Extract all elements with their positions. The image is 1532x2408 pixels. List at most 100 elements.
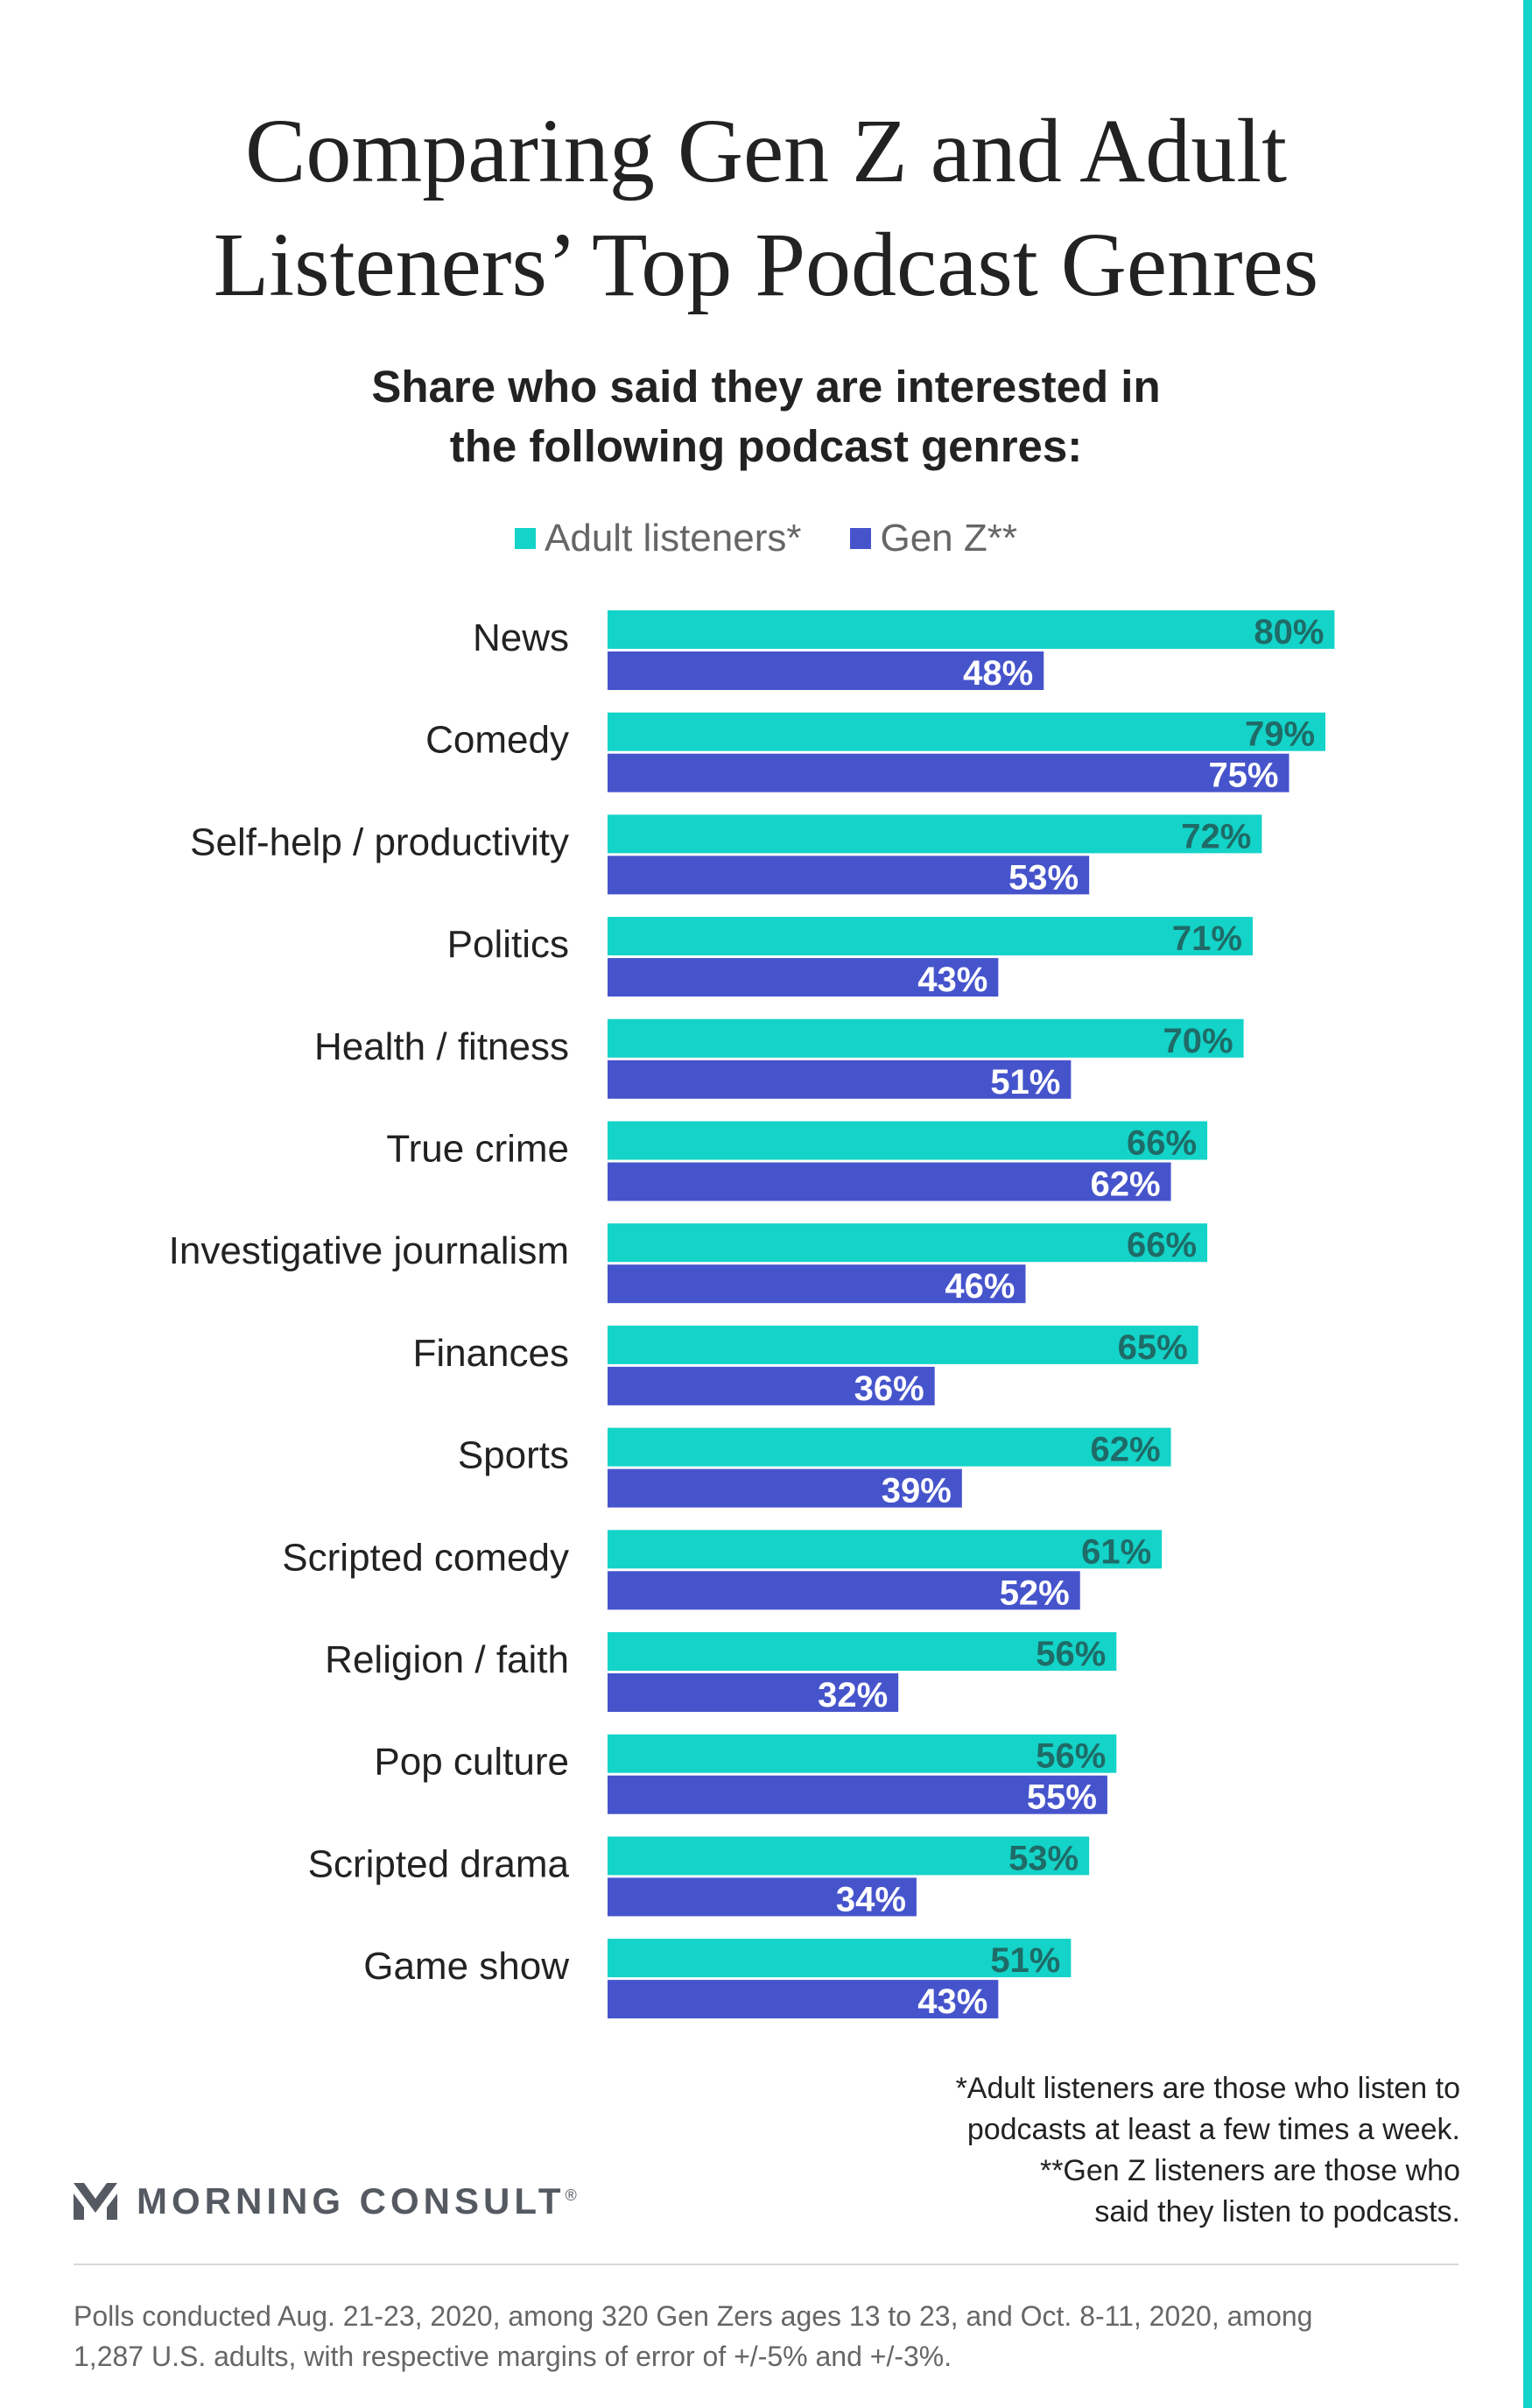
bar-group: Pop culture 56%55% [374, 1734, 1117, 1817]
data-label-genz: 52% [1000, 1574, 1070, 1612]
bar-genz [608, 1162, 1171, 1201]
brand-logo: MORNING CONSULT® [74, 2180, 577, 2222]
divider [74, 2264, 1458, 2265]
category-label: Religion / faith [325, 1638, 569, 1681]
bar-adult [608, 1836, 1090, 1876]
data-label-adult: 80% [1254, 613, 1324, 651]
source-line-1: Polls conducted Aug. 21-23, 2020, among … [74, 2300, 1313, 2332]
data-label-adult: 66% [1127, 1226, 1197, 1264]
chart-title: Comparing Gen Z and Adult Listeners’ Top… [0, 95, 1532, 322]
bar-genz [608, 1980, 999, 2019]
category-label: Scripted drama [308, 1842, 570, 1885]
bar-adult [608, 1427, 1171, 1467]
bar-adult [608, 1632, 1117, 1671]
category-label: Politics [447, 923, 569, 966]
brand-name-text: MORNING CONSULT [137, 2180, 566, 2221]
legend-swatch-genz [850, 528, 872, 549]
bar-genz [608, 958, 999, 997]
bar-adult [608, 610, 1335, 649]
category-label: Scripted comedy [282, 1536, 569, 1579]
legend-swatch-adult [515, 528, 536, 549]
bar-genz [608, 1264, 1026, 1304]
bar-group: Religion / faith 56% 32% [325, 1632, 1117, 1714]
bar-group: True crime 66%62% [386, 1121, 1208, 1204]
data-label-adult: 71% [1172, 919, 1242, 958]
bar-genz [608, 1571, 1080, 1610]
bar-genz [608, 753, 1290, 792]
data-label-genz: 39% [882, 1472, 952, 1510]
source-line-2: 1,287 U.S. adults, with respective margi… [74, 2341, 952, 2372]
data-label-genz: 46% [945, 1267, 1015, 1306]
data-label-adult: 56% [1036, 1737, 1106, 1776]
bar-genz [608, 855, 1090, 895]
bar-group: Investigative journalism 66% 46% [169, 1223, 1208, 1306]
bar-adult [608, 1530, 1163, 1569]
data-label-genz: 51% [990, 1063, 1060, 1102]
bar-genz [608, 1775, 1107, 1814]
data-label-adult: 56% [1036, 1635, 1106, 1673]
bar-group: Health / fitness 70% 51% [314, 1018, 1244, 1102]
bar-group: Scripted drama 53% 34% [308, 1836, 1090, 1919]
bar-adult [608, 1121, 1208, 1160]
subtitle-line-1: Share who said they are interested in [371, 362, 1161, 412]
chart-subtitle: Share who said they are interested in th… [0, 357, 1532, 476]
category-label: Sports [458, 1434, 569, 1477]
legend: Adult listeners* Gen Z** [0, 517, 1532, 560]
data-label-genz: 34% [836, 1880, 906, 1919]
title-line-2: Listeners’ Top Podcast Genres [213, 215, 1319, 315]
category-label: Investigative journalism [169, 1229, 569, 1272]
legend-item-adult: Adult listeners* [515, 517, 801, 560]
morning-consult-chevron-icon [74, 2183, 117, 2220]
bar-adult [608, 814, 1262, 854]
footnote-line-2: podcasts at least a few times a week. [966, 2113, 1460, 2146]
data-label-genz: 53% [1008, 858, 1079, 897]
bar-group: Scripted comedy 61% 52% [282, 1530, 1163, 1612]
category-label: Comedy [425, 719, 569, 762]
data-label-adult: 66% [1127, 1124, 1197, 1163]
category-label: Finances [412, 1332, 569, 1375]
bar-adult [608, 1325, 1198, 1364]
category-label: Health / fitness [314, 1025, 569, 1068]
footnote-line-4: said they listen to podcasts. [1094, 2195, 1460, 2228]
category-label: Pop culture [374, 1741, 569, 1784]
data-label-adult: 51% [990, 1941, 1060, 1980]
registered-mark: ® [565, 2186, 577, 2204]
accent-stripe [1523, 0, 1532, 2408]
brand-name: MORNING CONSULT® [137, 2180, 577, 2222]
bar-adult [608, 1223, 1208, 1263]
bar-adult [608, 1018, 1244, 1058]
data-label-adult: 65% [1118, 1328, 1188, 1367]
bar-adult [608, 712, 1326, 751]
data-label-genz: 36% [854, 1369, 924, 1408]
bar-adult [608, 1939, 1072, 1978]
data-label-adult: 70% [1163, 1022, 1233, 1060]
bar-group: Sports 62% 39% [458, 1427, 1171, 1510]
footnote-line-3: **Gen Z listeners are those who [1039, 2154, 1460, 2187]
source-note: Polls conducted Aug. 21-23, 2020, among … [74, 2296, 1474, 2376]
footnote: *Adult listeners are those who listen to… [956, 2068, 1460, 2233]
footnote-line-1: *Adult listeners are those who listen to [955, 2072, 1460, 2105]
data-label-adult: 62% [1090, 1431, 1160, 1469]
bar-genz [608, 1468, 962, 1508]
bar-group: Comedy 79%75% [425, 712, 1326, 795]
bar-genz [608, 1673, 899, 1712]
bar-group: Politics 71% 43% [447, 917, 1253, 999]
data-label-genz: 62% [1090, 1165, 1160, 1204]
bar-genz [608, 651, 1044, 690]
data-label-adult: 53% [1008, 1839, 1079, 1877]
data-label-genz: 48% [963, 654, 1033, 693]
data-label-adult: 61% [1081, 1532, 1151, 1571]
legend-label-genz: Gen Z** [880, 517, 1017, 560]
data-label-genz: 55% [1027, 1778, 1097, 1817]
bar-group: News 80% 48% [473, 610, 1335, 693]
bar-genz [608, 1060, 1072, 1099]
bar-genz [608, 1877, 917, 1917]
legend-item-genz: Gen Z** [850, 517, 1017, 560]
data-label-genz: 43% [917, 961, 987, 999]
bar-group: Game show 51%43% [363, 1939, 1072, 2021]
bar-adult [608, 917, 1253, 956]
data-label-genz: 43% [917, 1982, 987, 2021]
bar-chart: News 80% 48% Comedy 79%75% Self-help / produc… [168, 610, 1335, 2021]
data-label-adult: 72% [1181, 817, 1251, 855]
bar-group: Finances 65% 36% [412, 1325, 1198, 1408]
